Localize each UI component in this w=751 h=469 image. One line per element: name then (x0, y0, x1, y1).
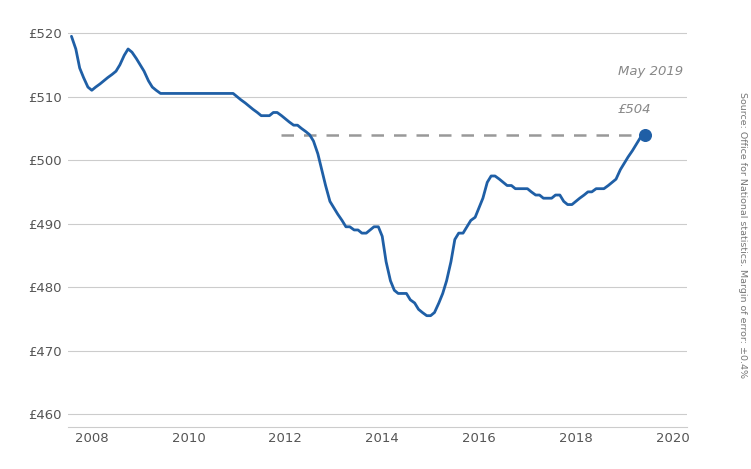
Text: Source: Office for National statistics. Margin of error: ±0.4%: Source: Office for National statistics. … (738, 91, 747, 378)
Point (638, 131, 650, 138)
Text: May 2019: May 2019 (618, 65, 683, 77)
Text: £504: £504 (618, 103, 651, 116)
